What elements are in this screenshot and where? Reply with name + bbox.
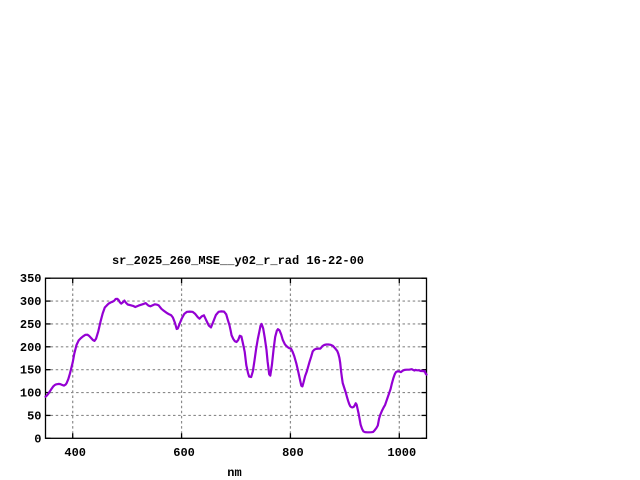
svg-text:100: 100	[20, 387, 42, 401]
svg-text:400: 400	[64, 446, 86, 460]
svg-text:600: 600	[173, 446, 195, 460]
svg-text:nm: nm	[227, 466, 241, 480]
svg-text:150: 150	[20, 364, 42, 378]
svg-text:250: 250	[20, 318, 42, 332]
svg-text:300: 300	[20, 295, 42, 309]
svg-text:200: 200	[20, 341, 42, 355]
svg-text:sr_2025_260_MSE__y02_r_rad 16-: sr_2025_260_MSE__y02_r_rad 16-22-00	[112, 254, 364, 268]
svg-text:800: 800	[282, 446, 304, 460]
svg-text:50: 50	[27, 409, 41, 423]
svg-text:0: 0	[34, 432, 41, 446]
svg-text:1000: 1000	[387, 446, 416, 460]
svg-text:350: 350	[20, 272, 42, 286]
